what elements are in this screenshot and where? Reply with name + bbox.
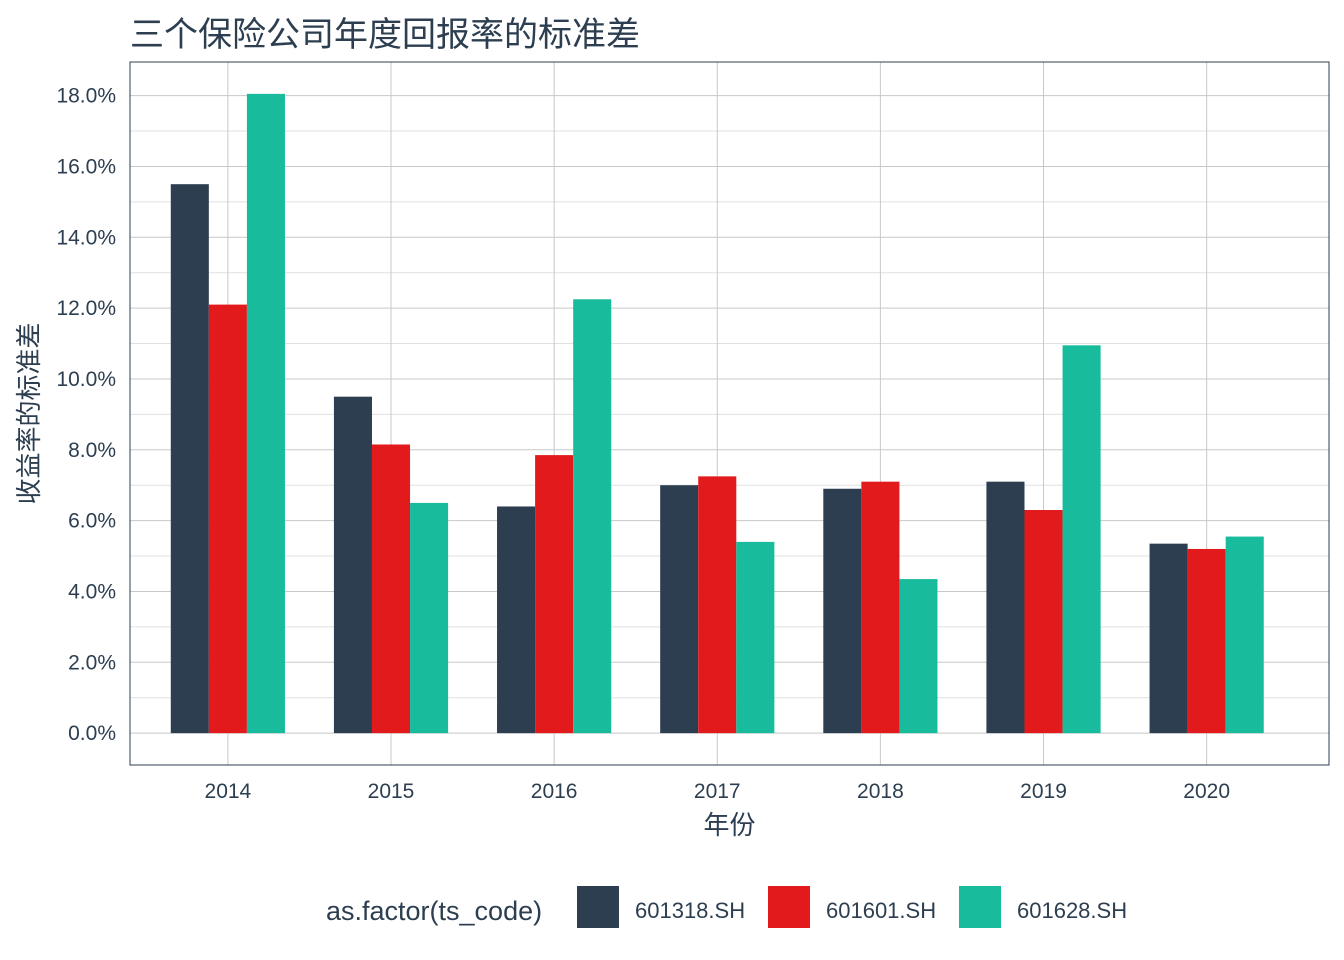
bar-601601.SH-2017 — [698, 476, 737, 734]
bar-601318.SH-2014 — [170, 184, 209, 734]
legend-key-601318.SH — [577, 886, 619, 928]
bar-601601.SH-2020 — [1187, 548, 1226, 734]
y-tick-label: 18.0% — [56, 85, 116, 108]
bar-601628.SH-2016 — [573, 299, 612, 734]
x-tick-label: 2018 — [857, 780, 904, 803]
bar-601628.SH-2020 — [1225, 536, 1264, 734]
x-axis-title: 年份 — [703, 811, 755, 841]
bar-601318.SH-2018 — [823, 488, 862, 734]
legend: as.factor(ts_code) 601318.SH 601601.SH 601… — [326, 886, 1127, 928]
legend-label-601628.SH: 601628.SH — [1017, 898, 1127, 923]
y-tick-label: 14.0% — [56, 226, 116, 249]
y-tick-label: 0.0% — [68, 722, 116, 745]
legend-key-601601.SH — [768, 886, 810, 928]
x-tick-label: 2017 — [694, 780, 741, 803]
bar-601601.SH-2014 — [208, 304, 247, 734]
y-tick-label: 6.0% — [68, 510, 116, 533]
y-tick-label: 16.0% — [56, 155, 116, 178]
x-tick-label: 2015 — [368, 780, 415, 803]
bar-601601.SH-2015 — [371, 444, 411, 734]
bar-601601.SH-2019 — [1024, 510, 1063, 734]
x-tick-label: 2019 — [1020, 780, 1067, 803]
bar-601628.SH-2014 — [246, 93, 285, 734]
x-tick-label: 2016 — [531, 780, 578, 803]
x-tick-label: 2020 — [1183, 780, 1230, 803]
bar-601601.SH-2016 — [535, 455, 574, 734]
bar-601601.SH-2018 — [861, 481, 900, 734]
y-tick-label: 8.0% — [68, 439, 116, 462]
plot-panel — [129, 61, 1330, 766]
bar-601628.SH-2017 — [736, 541, 775, 734]
bar-601628.SH-2019 — [1062, 345, 1101, 734]
legend-key-601628.SH — [959, 886, 1001, 928]
y-tick-label: 2.0% — [68, 651, 116, 674]
y-axis-title: 收益率的标准差 — [15, 322, 45, 504]
chart-title: 三个保险公司年度回报率的标准差 — [130, 15, 640, 55]
bar-601628.SH-2015 — [410, 502, 449, 734]
x-tick-label: 2014 — [205, 780, 252, 803]
y-tick-label: 10.0% — [56, 368, 116, 391]
bars — [170, 93, 1264, 734]
bar-601318.SH-2015 — [333, 396, 372, 734]
bar-601318.SH-2019 — [986, 481, 1025, 734]
x-axis-ticks: 2014 2015 2016 2017 2018 2019 2020 — [205, 780, 1230, 803]
bar-601318.SH-2016 — [497, 506, 536, 734]
legend-title: as.factor(ts_code) — [326, 896, 542, 926]
y-tick-label: 12.0% — [56, 297, 116, 320]
y-tick-label: 4.0% — [68, 580, 116, 603]
legend-label-601601.SH: 601601.SH — [826, 898, 936, 923]
y-axis-ticks: 0.0% 2.0% 4.0% 6.0% 8.0% 10.0% 12.0% 14.0% 16.0%… — [56, 85, 116, 745]
bar-601628.SH-2018 — [899, 579, 938, 734]
bar-601318.SH-2017 — [660, 485, 699, 734]
bar-601318.SH-2020 — [1149, 543, 1188, 734]
legend-label-601318.SH: 601318.SH — [635, 898, 745, 923]
